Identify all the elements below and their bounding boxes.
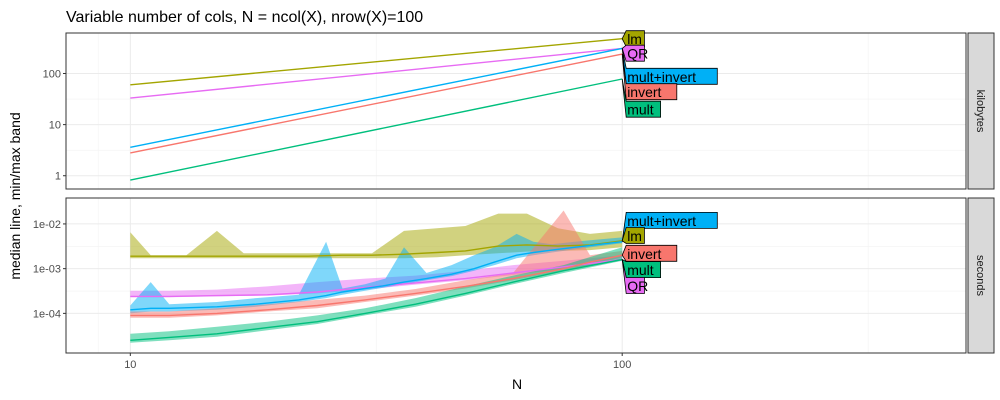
x-tick-label: 10	[124, 359, 136, 371]
strip-label: seconds	[974, 255, 986, 296]
panel-data	[130, 210, 623, 343]
band-QR	[130, 255, 623, 298]
y-tick-label: 1e-04	[33, 308, 61, 320]
direct-label-invert: invert	[627, 246, 661, 262]
band-mult-invert	[130, 233, 623, 314]
y-tick-label: 100	[43, 69, 61, 81]
strip-kilobytes	[967, 32, 995, 190]
direct-label-box	[621, 44, 645, 62]
direct-label-lm: lm	[627, 31, 642, 47]
direct-label-box	[621, 227, 645, 244]
median-line-mult	[130, 258, 623, 341]
y-tick-label: 1e-03	[33, 264, 61, 276]
median-line-lm	[130, 38, 623, 86]
direct-label-box	[621, 259, 645, 294]
direct-label-box	[621, 244, 678, 262]
x-axis: 10 100	[124, 353, 631, 371]
y-tick-label: 1	[55, 171, 61, 183]
median-line-mult-invert	[130, 241, 623, 311]
direct-label-QR: QR	[627, 278, 648, 294]
direct-label-mult-invert: mult+invert	[627, 69, 696, 85]
direct-label-box	[621, 54, 678, 101]
panel-border	[65, 197, 967, 354]
chart-title: Variable number of cols, N = ncol(X), nr…	[66, 9, 423, 26]
median-line-mult	[130, 78, 623, 181]
panel-data	[130, 38, 623, 181]
direct-label-box	[621, 78, 661, 118]
strip-seconds	[967, 197, 995, 354]
x-axis-label: N	[512, 376, 522, 392]
direct-label-lm: lm	[627, 228, 642, 244]
median-line-lm	[130, 240, 623, 257]
direct-label-QR: QR	[627, 46, 648, 62]
y-tick-label: 10	[49, 120, 61, 132]
strip-label: kilobytes	[974, 90, 986, 133]
y-axis-label: median line, min/max band	[7, 112, 23, 279]
x-tick-label: 100	[613, 359, 631, 371]
median-line-QR	[130, 258, 623, 298]
band-invert	[130, 210, 623, 318]
direct-label-mult-invert: mult+invert	[627, 213, 696, 229]
panels: 110100kilobyteslmQRmult+invertinvertmult…	[33, 30, 995, 371]
direct-label-mult: mult	[627, 102, 654, 118]
panel-border	[65, 32, 967, 190]
median-line-mult-invert	[130, 47, 623, 148]
y-tick-label: 1e-02	[33, 219, 61, 231]
direct-label-mult: mult	[627, 262, 654, 278]
median-line-QR	[130, 47, 623, 99]
median-line-invert	[130, 53, 623, 154]
band-mult	[130, 247, 623, 343]
direct-label-invert: invert	[627, 84, 661, 100]
median-line-invert	[130, 254, 623, 317]
